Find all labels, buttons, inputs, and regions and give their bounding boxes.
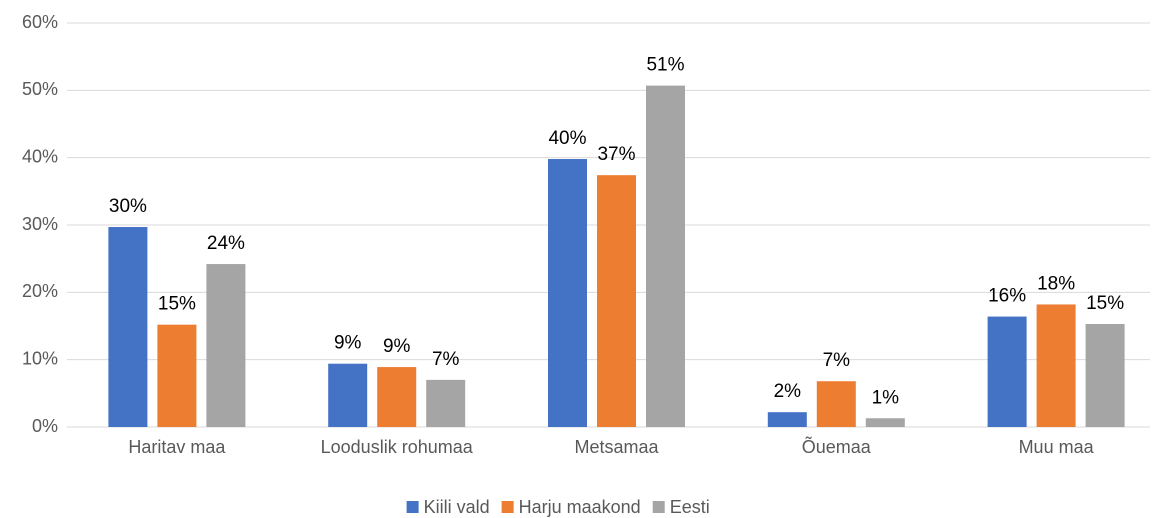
- y-tick-label: 0%: [32, 416, 58, 436]
- value-label: 9%: [334, 333, 362, 354]
- bar: [865, 418, 905, 427]
- value-label: 15%: [158, 294, 196, 315]
- bar: [157, 324, 197, 427]
- y-tick-label: 50%: [22, 79, 58, 99]
- value-label: 16%: [988, 286, 1026, 307]
- bar: [597, 175, 636, 427]
- value-label: 37%: [597, 144, 635, 165]
- bar: [987, 316, 1027, 427]
- bar: [377, 367, 417, 427]
- bar: [1085, 323, 1125, 427]
- x-tick-label: Muu maa: [1019, 437, 1095, 457]
- legend-swatch: [501, 501, 514, 513]
- bar: [767, 412, 807, 427]
- value-label: 7%: [823, 350, 851, 371]
- y-tick-label: 10%: [22, 348, 58, 368]
- bar: [1036, 304, 1076, 427]
- value-label: 24%: [207, 233, 245, 254]
- value-label: 40%: [548, 128, 586, 149]
- bar: [816, 381, 856, 427]
- bar: [328, 363, 368, 427]
- y-tick-label: 40%: [22, 146, 58, 166]
- bar: [426, 379, 466, 427]
- value-label: 2%: [774, 381, 802, 402]
- legend-swatch: [652, 501, 665, 513]
- x-tick-label: Haritav maa: [128, 437, 226, 457]
- bar: [108, 227, 148, 427]
- bar: [646, 85, 685, 428]
- x-tick-label: Õuemaa: [802, 436, 872, 457]
- legend-label: Eesti: [670, 497, 710, 517]
- value-label: 18%: [1037, 273, 1075, 294]
- value-label: 15%: [1086, 293, 1124, 314]
- y-tick-label: 60%: [22, 12, 58, 32]
- x-tick-label: Looduslik rohumaa: [321, 437, 474, 457]
- bar: [206, 264, 246, 427]
- x-tick-label: Metsamaa: [574, 437, 659, 457]
- y-tick-label: 20%: [22, 281, 58, 301]
- legend-label: Kiili vald: [424, 497, 490, 517]
- value-label: 9%: [383, 336, 411, 357]
- value-label: 7%: [432, 349, 460, 370]
- bar: [548, 159, 587, 427]
- legend-label: Harju maakond: [519, 497, 641, 517]
- value-label: 51%: [646, 55, 684, 76]
- value-label: 1%: [872, 387, 900, 408]
- y-tick-label: 30%: [22, 214, 58, 234]
- legend-swatch: [406, 501, 419, 513]
- value-label: 30%: [109, 196, 147, 217]
